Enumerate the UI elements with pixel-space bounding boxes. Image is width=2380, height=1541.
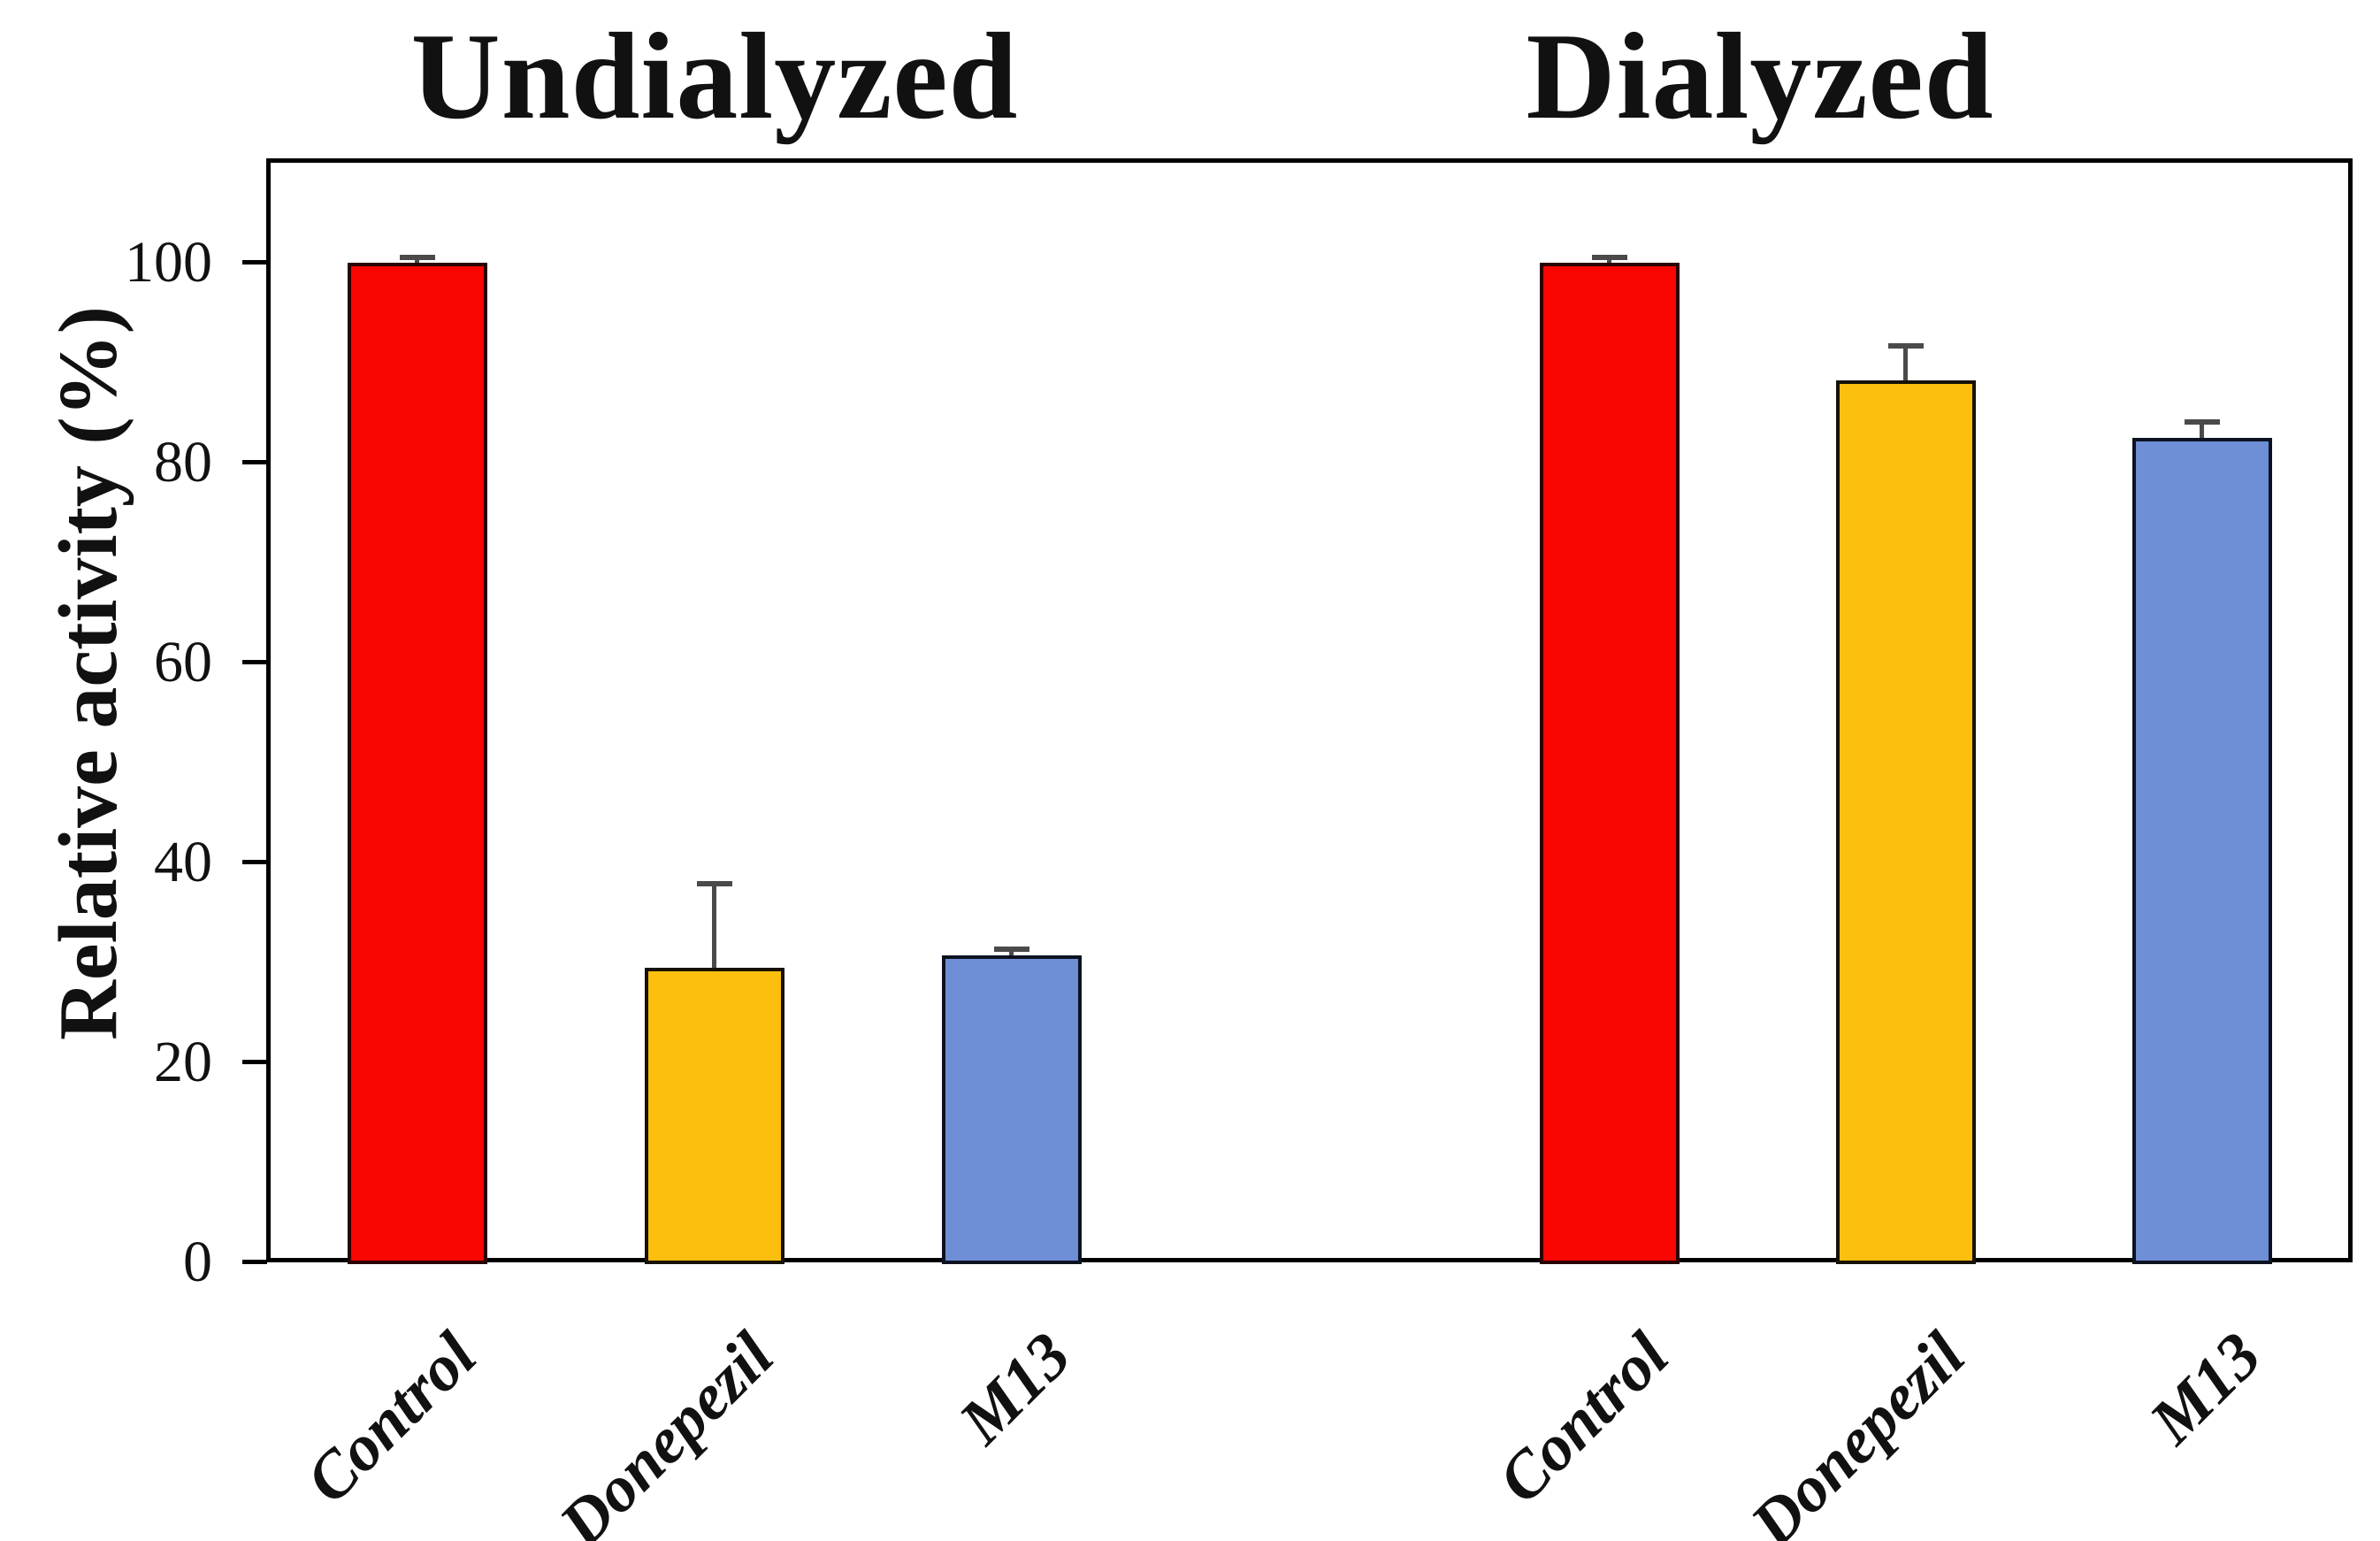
error-bar-stem <box>2200 421 2204 445</box>
bar-undialyzed-control <box>348 263 487 1264</box>
bar-dialyzed-m13 <box>2132 437 2272 1264</box>
right-panel-title: Dialyzed <box>1526 8 1994 145</box>
y-tick-label: 80 <box>154 430 212 494</box>
y-tick-label: 20 <box>154 1030 212 1094</box>
x-category-label: Donepezil <box>546 1319 788 1541</box>
error-bar-cap <box>400 255 435 261</box>
bar-dialyzed-control <box>1540 263 1680 1264</box>
x-category-label: Control <box>292 1319 491 1518</box>
bar-undialyzed-m13 <box>942 955 1082 1264</box>
y-tick <box>242 460 267 464</box>
error-bar-cap <box>2185 418 2220 425</box>
y-tick-label: 100 <box>125 230 212 295</box>
y-tick <box>242 260 267 264</box>
error-bar-cap <box>994 947 1029 953</box>
error-bar-stem <box>1903 345 1908 388</box>
x-category-label: M13 <box>2136 1319 2276 1459</box>
error-bar-cap <box>1888 342 1924 349</box>
y-tick <box>242 1060 267 1064</box>
error-bar-cap <box>697 880 732 886</box>
y-tick-label: 40 <box>154 830 212 894</box>
y-tick-label: 60 <box>154 630 212 694</box>
x-category-label: Control <box>1484 1319 1683 1518</box>
error-bar-stem <box>712 883 716 975</box>
error-bar-cap <box>1592 255 1627 261</box>
y-tick <box>242 660 267 664</box>
y-tick <box>242 860 267 864</box>
x-category-label: Donepezil <box>1737 1319 1979 1541</box>
left-panel-title: Undialyzed <box>410 8 1019 145</box>
y-tick <box>242 1260 267 1264</box>
plot-frame <box>266 158 2353 1262</box>
y-tick-label: 0 <box>183 1230 212 1294</box>
x-category-label: M13 <box>945 1319 1085 1459</box>
bar-undialyzed-donepezil <box>645 967 784 1264</box>
bar-dialyzed-donepezil <box>1836 380 1976 1264</box>
